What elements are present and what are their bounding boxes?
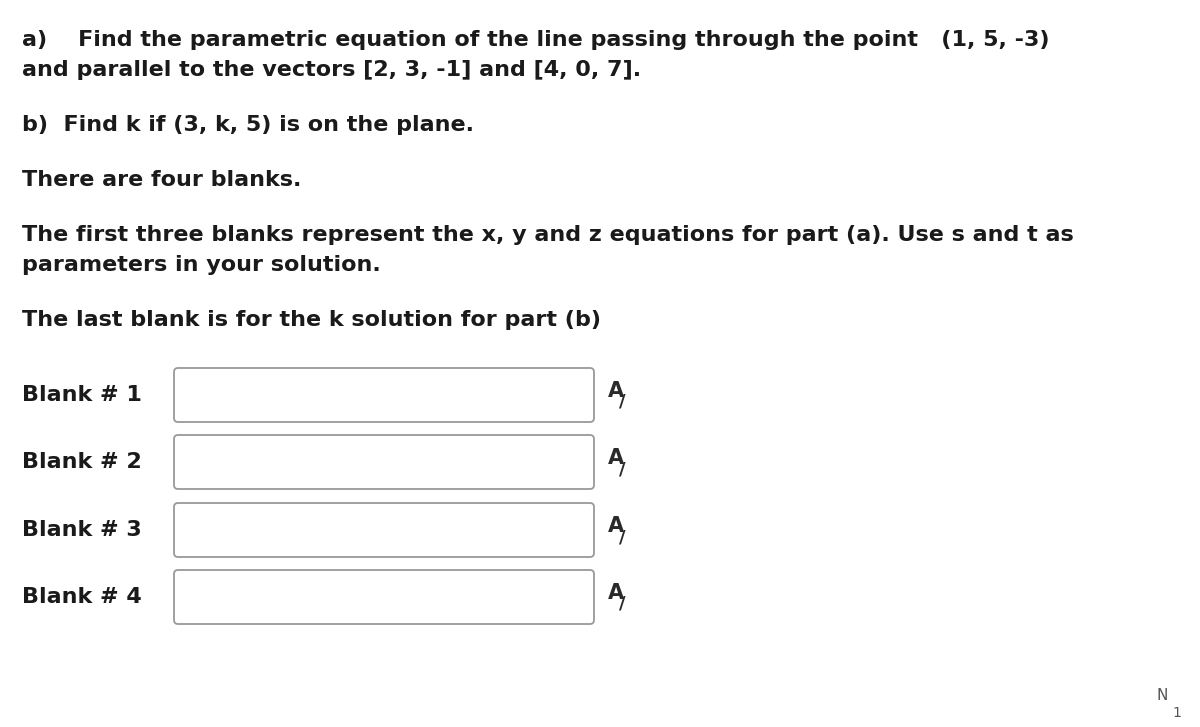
Text: /: / — [619, 393, 625, 411]
Text: Blank # 1: Blank # 1 — [22, 385, 142, 405]
Text: N: N — [1157, 688, 1169, 703]
Text: and parallel to the vectors [2, 3, -1] and [4, 0, 7].: and parallel to the vectors [2, 3, -1] a… — [22, 60, 641, 80]
Text: A: A — [608, 583, 624, 603]
Text: The first three blanks represent the x, y and z equations for part (a). Use s an: The first three blanks represent the x, … — [22, 225, 1074, 245]
Text: There are four blanks.: There are four blanks. — [22, 170, 301, 190]
FancyBboxPatch shape — [174, 435, 594, 489]
FancyBboxPatch shape — [174, 570, 594, 624]
Text: A: A — [608, 448, 624, 468]
Text: Blank # 3: Blank # 3 — [22, 520, 142, 540]
Text: Blank # 2: Blank # 2 — [22, 452, 142, 472]
Text: /: / — [619, 528, 625, 546]
Text: The last blank is for the k solution for part (b): The last blank is for the k solution for… — [22, 310, 601, 330]
Text: parameters in your solution.: parameters in your solution. — [22, 255, 380, 275]
Text: A: A — [608, 516, 624, 536]
Text: b)  Find k if (3, k, 5) is on the plane.: b) Find k if (3, k, 5) is on the plane. — [22, 115, 474, 135]
Text: /: / — [619, 595, 625, 613]
Text: a)    Find the parametric equation of the line passing through the point   (1, 5: a) Find the parametric equation of the l… — [22, 30, 1050, 50]
Text: 1: 1 — [1172, 706, 1181, 720]
FancyBboxPatch shape — [174, 503, 594, 557]
Text: A: A — [608, 381, 624, 401]
Text: Blank # 4: Blank # 4 — [22, 587, 142, 607]
Text: /: / — [619, 460, 625, 478]
FancyBboxPatch shape — [174, 368, 594, 422]
